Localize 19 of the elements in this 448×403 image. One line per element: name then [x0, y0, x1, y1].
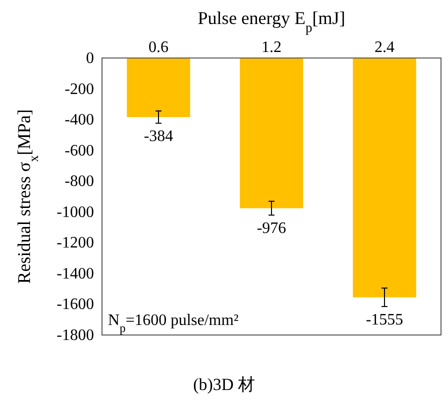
x-axis-title: Pulse energy E$_{p}$[mJ]	[198, 8, 346, 34]
data-label: -1555	[366, 312, 404, 329]
y-tick-label: -400	[64, 112, 94, 129]
x-tick-label: 2.4	[374, 39, 394, 56]
annotation: N$_{p}$=1600 pulse/mm²	[108, 312, 239, 335]
y-tick-label: -1800	[56, 327, 94, 344]
y-tick-label: -1400	[56, 265, 94, 282]
y-tick-label: 0	[86, 50, 94, 67]
data-label: -384	[144, 128, 174, 146]
y-tick-label: -1600	[56, 296, 94, 314]
x-tick-label: 1.2	[262, 39, 282, 56]
y-tick-label: -1000	[56, 204, 94, 221]
x-tick-label: 0.6	[148, 39, 168, 56]
y-tick-label: -600	[64, 142, 94, 160]
y-tick-label: -200	[64, 80, 94, 98]
data-label: -976	[256, 220, 286, 238]
y-tick-label: -1200	[56, 234, 94, 252]
y-tick-label: -800	[64, 173, 94, 190]
text: (b)3D 材	[193, 375, 255, 394]
